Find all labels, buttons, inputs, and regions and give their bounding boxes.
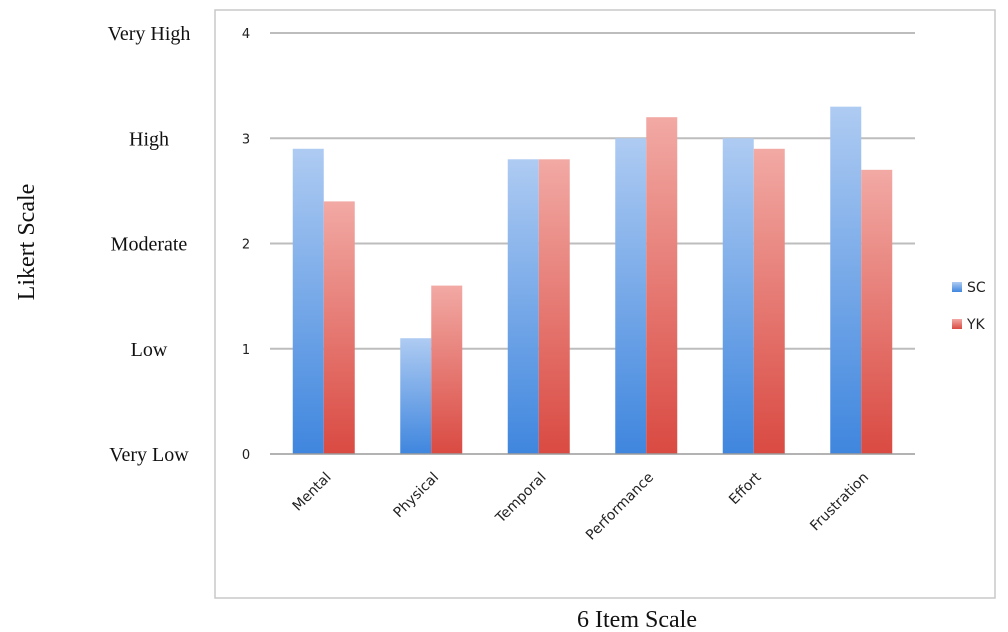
likert-label: Very High xyxy=(108,23,191,45)
likert-label: Moderate xyxy=(111,234,188,256)
bar-sc-temporal xyxy=(507,159,539,455)
y-tick-label: 0 xyxy=(242,448,250,463)
bar-yk-mental xyxy=(323,201,355,454)
y-axis-title: Likert Scale xyxy=(14,184,40,301)
y-tick-label: 4 xyxy=(242,27,250,42)
bar-sc-performance xyxy=(615,138,647,454)
legend-swatch-sc xyxy=(952,282,962,292)
likert-label: Very Low xyxy=(109,444,189,466)
y-tick-label: 2 xyxy=(242,238,250,253)
gridlines xyxy=(270,32,915,350)
y-tick-label: 3 xyxy=(242,132,250,147)
bar-sc-mental xyxy=(292,148,324,454)
legend: SC YK xyxy=(952,280,986,333)
likert-labels: Very Low Low Moderate High Very High xyxy=(108,23,191,466)
bar-sc-physical xyxy=(400,338,432,454)
legend-label-yk: YK xyxy=(966,317,986,333)
bar-yk-effort xyxy=(753,148,785,454)
x-axis-title: 6 Item Scale xyxy=(577,607,697,632)
y-tick-labels: 0 1 2 3 4 xyxy=(242,27,250,463)
legend-label-sc: SC xyxy=(967,280,986,296)
bar-yk-temporal xyxy=(538,159,570,455)
bar-sc-frustration xyxy=(830,106,862,455)
bars xyxy=(292,106,893,455)
y-tick-label: 1 xyxy=(242,343,250,358)
likert-label: High xyxy=(129,128,169,150)
bar-yk-performance xyxy=(646,117,678,454)
bar-yk-physical xyxy=(431,285,463,454)
bar-sc-effort xyxy=(722,138,754,454)
bar-yk-frustration xyxy=(861,169,893,454)
likert-label: Low xyxy=(131,339,168,361)
legend-swatch-yk xyxy=(952,319,962,329)
